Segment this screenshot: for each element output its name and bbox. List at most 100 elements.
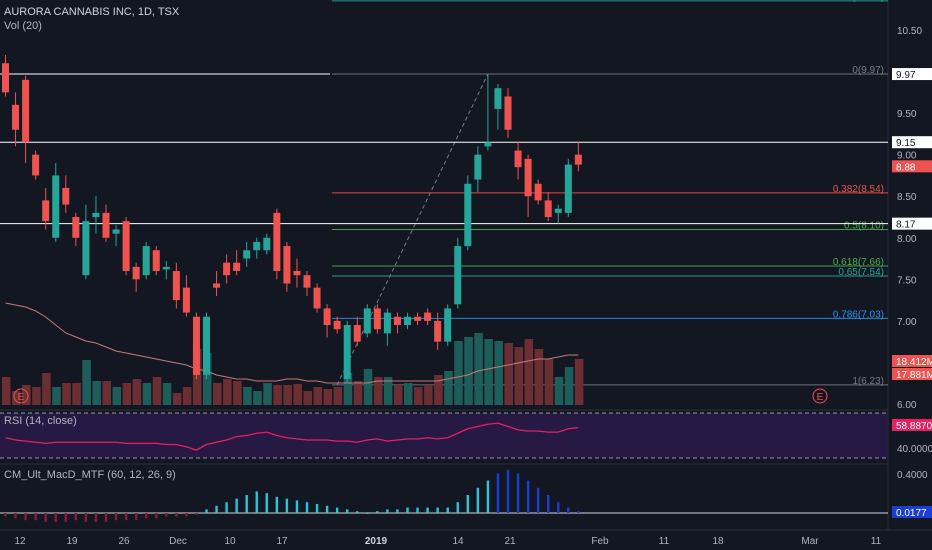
volume-bar xyxy=(544,359,554,405)
volume-bar xyxy=(22,385,31,405)
time-tick-label: Mar xyxy=(801,536,819,547)
volume-bar xyxy=(132,379,142,405)
candle-body xyxy=(313,287,321,309)
earnings-marker xyxy=(13,388,29,404)
fibonacci-retracement[interactable]: 0.236(10.85) 0(9.97) 0.382(8.54) 0.5(8.10) 0… xyxy=(332,0,888,387)
candle-body xyxy=(434,320,442,342)
time-tick-label: 17 xyxy=(276,536,288,547)
macd-bar xyxy=(155,513,158,519)
macd-bar xyxy=(456,502,459,513)
candle-body xyxy=(343,325,351,380)
volume-bar xyxy=(564,367,574,405)
price-badge: 9.97 xyxy=(896,70,916,81)
candle-body xyxy=(393,316,401,326)
macd-bar xyxy=(315,504,319,513)
candle-body xyxy=(404,316,411,326)
macd-bar xyxy=(74,513,78,521)
macd-bar xyxy=(356,511,359,513)
candle-body xyxy=(22,79,30,143)
volume-bar xyxy=(32,387,41,405)
candle-body xyxy=(293,271,301,276)
volume-bar xyxy=(554,377,564,405)
macd-bar xyxy=(235,498,238,513)
volume-badge: 17.881M xyxy=(896,370,932,381)
macd-bar xyxy=(295,500,299,513)
volume-bar xyxy=(52,387,61,405)
grid-layer xyxy=(0,0,932,531)
price-tick-label: 7.00 xyxy=(897,317,917,328)
candle-body xyxy=(122,221,130,272)
macd-bar xyxy=(547,495,550,513)
volume-bar xyxy=(112,387,122,405)
volume-bar xyxy=(203,353,212,405)
volume-badge-bg xyxy=(892,355,932,367)
macd-bar xyxy=(104,513,108,522)
candle-body xyxy=(152,250,160,272)
volume-bar xyxy=(12,391,21,405)
candle-body xyxy=(514,150,522,168)
macd-bar xyxy=(466,495,469,513)
macd-bar xyxy=(4,513,7,517)
volume-bar xyxy=(524,339,534,405)
macd-pane xyxy=(0,469,888,522)
macd-bar xyxy=(446,507,449,513)
rsi-badge: 58.8870 xyxy=(896,421,932,432)
horizontal-lines[interactable] xyxy=(0,73,888,225)
macd-bar xyxy=(205,509,208,513)
macd-bar xyxy=(24,513,27,521)
volume-ma-line xyxy=(5,302,579,384)
rsi-badge-bg xyxy=(892,419,932,431)
candle-body xyxy=(283,246,291,284)
price-tick-label: 10.50 xyxy=(897,26,922,37)
price-tick-label: 9.50 xyxy=(897,109,917,120)
volume-bar xyxy=(162,383,172,405)
volume-bar xyxy=(373,377,383,405)
volume-bar xyxy=(192,349,202,405)
candle-body xyxy=(414,316,422,321)
time-axis[interactable]: 12 19 26 Dec 10 17 2019 14 21 Feb 11 18 Mar 11 xyxy=(14,536,881,547)
macd-bar xyxy=(436,507,439,513)
time-tick-label: 2019 xyxy=(365,536,388,547)
candle-body xyxy=(182,287,190,313)
candle-body xyxy=(504,96,512,130)
fib-level-label: 0.786(7.03) xyxy=(833,309,884,320)
macd-bar xyxy=(145,513,148,519)
volume-bar xyxy=(434,375,443,405)
earnings-marker-label: E xyxy=(18,392,25,403)
candle-body xyxy=(373,308,381,330)
candle-body xyxy=(303,275,311,288)
candle-body xyxy=(82,221,90,276)
rsi-band xyxy=(0,413,888,458)
time-tick-label: 21 xyxy=(504,536,516,547)
volume-bar xyxy=(122,383,132,405)
volume-bar xyxy=(82,360,91,405)
candle-body xyxy=(12,104,20,130)
macd-bar xyxy=(346,509,349,513)
macd-bar xyxy=(366,513,369,514)
macd-bar xyxy=(557,502,560,513)
macd-bar xyxy=(44,513,47,522)
candle-body xyxy=(233,262,241,272)
candle-body xyxy=(333,320,341,330)
candle-body xyxy=(323,308,331,326)
volume-bar xyxy=(62,383,71,405)
volume-bar xyxy=(464,337,473,405)
candle-body xyxy=(32,154,40,176)
volume-bar xyxy=(213,383,222,405)
candle-body xyxy=(574,154,582,165)
volume-bar xyxy=(363,369,373,405)
candle-body xyxy=(112,229,120,234)
macd-bar xyxy=(124,513,128,521)
macd-bar xyxy=(134,513,138,521)
rsi-tick-label: 40.0000 xyxy=(897,444,932,455)
volume-bar xyxy=(333,387,343,405)
candle-body xyxy=(544,200,552,217)
candle-body xyxy=(263,237,271,251)
candle-body xyxy=(162,266,170,270)
candle-body xyxy=(464,183,472,247)
candle-body xyxy=(243,250,251,259)
macd-bar xyxy=(245,495,248,513)
macd-bar xyxy=(376,511,379,513)
macd-bar xyxy=(396,509,399,513)
